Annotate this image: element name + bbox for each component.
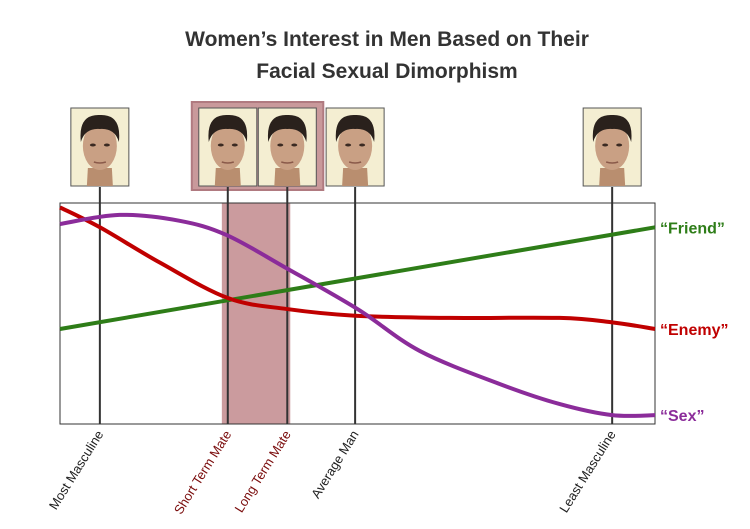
head — [82, 122, 117, 170]
neck — [274, 168, 301, 186]
face-photo — [325, 107, 385, 187]
chart-title: Facial Sexual Dimorphism — [256, 60, 517, 83]
plot-frame — [59, 202, 656, 425]
eye — [89, 143, 96, 147]
marker-label: Least Masculine — [556, 428, 619, 516]
legend-label: “Enemy” — [660, 322, 728, 339]
neck — [599, 168, 626, 186]
mouth — [605, 161, 619, 164]
line — [59, 205, 656, 331]
head — [210, 122, 245, 170]
head — [338, 122, 373, 170]
eye — [231, 143, 238, 147]
eye — [103, 143, 110, 147]
marker-label: Short Term Mate — [171, 428, 235, 517]
eye — [291, 143, 298, 147]
mouth — [93, 161, 107, 164]
neck — [342, 168, 369, 186]
chart-title: Women’s Interest in Men Based on Their — [185, 28, 589, 51]
face-photo — [198, 107, 258, 187]
hair — [335, 114, 375, 142]
face-photo — [582, 107, 642, 187]
neck — [214, 168, 241, 186]
hair — [80, 114, 120, 142]
face-photo — [70, 107, 130, 187]
line — [59, 212, 656, 418]
mouth — [281, 161, 294, 164]
head — [595, 122, 630, 170]
marker-label: Average Man — [308, 428, 362, 501]
eye — [277, 143, 284, 147]
eye — [602, 143, 609, 147]
eye — [616, 143, 623, 147]
eye — [345, 143, 352, 147]
marker-label: Most Masculine — [46, 428, 107, 513]
eye — [359, 143, 366, 147]
mouth — [221, 161, 235, 164]
legend-label: “Sex” — [660, 408, 704, 425]
legend-label: “Friend” — [660, 220, 725, 237]
face-photo — [257, 107, 317, 187]
line — [59, 225, 656, 331]
hair — [208, 114, 248, 142]
mouth — [348, 161, 362, 164]
neck — [86, 168, 113, 186]
hair — [267, 114, 307, 142]
eye — [217, 143, 224, 147]
marker-label: Long Term Mate — [231, 428, 293, 515]
head — [270, 122, 305, 170]
hair — [592, 114, 632, 142]
